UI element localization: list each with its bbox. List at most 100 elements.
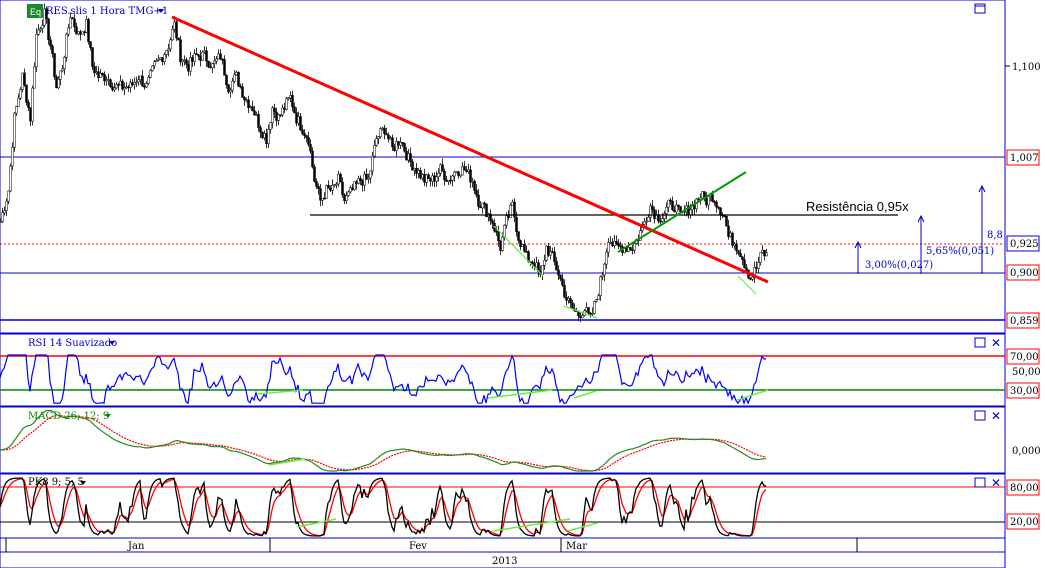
maximize-icon[interactable] bbox=[974, 3, 986, 14]
stoch-pane-title[interactable]: PK8 9; 5; 5 bbox=[28, 477, 84, 488]
candle-body bbox=[247, 99, 250, 108]
stoch-pane[interactable]: PK8 9; 5; 5 ✕ bbox=[0, 473, 1006, 539]
candle-body bbox=[275, 111, 278, 121]
candle-body bbox=[439, 164, 442, 174]
candle-body bbox=[673, 209, 676, 213]
candle-body bbox=[337, 173, 340, 185]
candle-body bbox=[95, 71, 98, 74]
candle-body bbox=[283, 107, 286, 110]
candle-body bbox=[595, 299, 598, 302]
candle-body bbox=[661, 218, 664, 222]
candle-body bbox=[745, 267, 748, 271]
candle-body bbox=[441, 164, 444, 172]
candle-body bbox=[645, 220, 648, 223]
rsi-pane[interactable]: RSI 14 Suavizado ✕ bbox=[0, 333, 1006, 407]
candle-body bbox=[41, 24, 44, 29]
macd-label-zero: 0,000 bbox=[1012, 446, 1041, 457]
macd-pane-title[interactable]: MACD 26; 12; 9 bbox=[28, 411, 109, 422]
candle-body bbox=[651, 205, 654, 211]
candle-body bbox=[59, 70, 62, 80]
candle-body bbox=[593, 301, 596, 314]
candle-body bbox=[261, 132, 264, 139]
candle-body bbox=[371, 155, 374, 172]
time-axis[interactable]: Jan Fev Mar 2013 bbox=[0, 537, 1006, 568]
candle-body bbox=[89, 41, 92, 48]
rsi-line bbox=[0, 354, 767, 406]
candle-body bbox=[347, 191, 350, 196]
candle-body bbox=[359, 178, 362, 181]
candle-body bbox=[589, 312, 592, 315]
candle-body bbox=[333, 184, 336, 186]
candle-body bbox=[177, 37, 180, 40]
main-price-pane[interactable]: Resistência 0,95x 3,00%(0,027) 5,65%(0,0… bbox=[0, 0, 1006, 334]
rsi-pane-title[interactable]: RSI 14 Suavizado bbox=[28, 338, 117, 349]
rsi-maximize-icon[interactable] bbox=[974, 337, 986, 348]
candle-body bbox=[549, 251, 552, 256]
candle-body bbox=[471, 180, 474, 183]
candle-body bbox=[743, 259, 746, 268]
candle-body bbox=[429, 178, 432, 182]
candle-body bbox=[543, 260, 546, 266]
stoch-k-line bbox=[0, 477, 767, 537]
candle-body bbox=[311, 150, 314, 168]
candle-body bbox=[155, 60, 158, 62]
main-pane-title[interactable]: RES.slis 1 Hora TMG+1 bbox=[46, 6, 168, 17]
candle-body bbox=[239, 85, 242, 88]
macd-dropdown-icon[interactable] bbox=[105, 414, 111, 418]
macd-close-icon[interactable]: ✕ bbox=[991, 409, 1001, 423]
candle-body bbox=[143, 85, 146, 88]
candle-body bbox=[253, 110, 256, 116]
candle-body bbox=[659, 220, 662, 223]
candle-body bbox=[265, 133, 268, 144]
candle-body bbox=[423, 174, 426, 183]
candle-body bbox=[413, 168, 416, 171]
dropdown-arrow-icon[interactable] bbox=[158, 9, 164, 13]
candle-body bbox=[647, 216, 650, 222]
candle-body bbox=[25, 84, 28, 103]
eq-badge-icon[interactable] bbox=[27, 4, 43, 18]
candle-body bbox=[157, 58, 160, 61]
macd-pane[interactable]: MACD 26; 12; 9 ✕ bbox=[0, 406, 1006, 474]
candle-body bbox=[163, 54, 166, 62]
x-label-mar: Mar bbox=[566, 541, 587, 552]
candle-body bbox=[483, 202, 486, 205]
candle-body bbox=[557, 269, 560, 276]
candle-body bbox=[167, 48, 170, 51]
candle-body bbox=[5, 200, 8, 211]
rsi-label-70: 70,00 bbox=[1010, 352, 1039, 363]
candle-body bbox=[649, 205, 652, 218]
price-axis[interactable]: 1,100 1,007 0,925 0,900 0,859 70,00 50,0… bbox=[1005, 62, 1041, 530]
candle-body bbox=[671, 200, 674, 211]
candle-body bbox=[579, 315, 582, 319]
candle-body bbox=[475, 190, 478, 196]
candle-body bbox=[339, 173, 342, 183]
candle-body bbox=[321, 197, 324, 201]
candle-body bbox=[81, 31, 84, 35]
stoch-close-icon[interactable]: ✕ bbox=[991, 476, 1001, 490]
candle-body bbox=[257, 113, 260, 128]
candle-body bbox=[197, 54, 200, 57]
candle-body bbox=[117, 84, 120, 86]
candle-body bbox=[55, 76, 58, 89]
candle-body bbox=[37, 29, 40, 35]
candle-body bbox=[79, 31, 82, 35]
candle-body bbox=[435, 176, 438, 182]
candle-body bbox=[551, 251, 554, 253]
candle-body bbox=[555, 261, 558, 271]
candle-body bbox=[115, 84, 118, 89]
candle-body bbox=[391, 137, 394, 148]
rsi-dropdown-icon[interactable] bbox=[109, 341, 115, 345]
pct-label-3: 3,00%(0,027) bbox=[865, 260, 933, 271]
rsi-close-icon[interactable]: ✕ bbox=[991, 336, 1001, 350]
candle-body bbox=[345, 195, 348, 201]
candle-body bbox=[505, 215, 508, 226]
stoch-dropdown-icon[interactable] bbox=[80, 481, 86, 485]
candle-body bbox=[297, 116, 300, 124]
stoch-maximize-icon[interactable] bbox=[974, 477, 986, 488]
candle-body bbox=[313, 166, 316, 182]
macd-maximize-icon[interactable] bbox=[974, 410, 986, 421]
candle-body bbox=[563, 284, 566, 298]
candle-body bbox=[53, 53, 56, 78]
candle-body bbox=[739, 253, 742, 258]
